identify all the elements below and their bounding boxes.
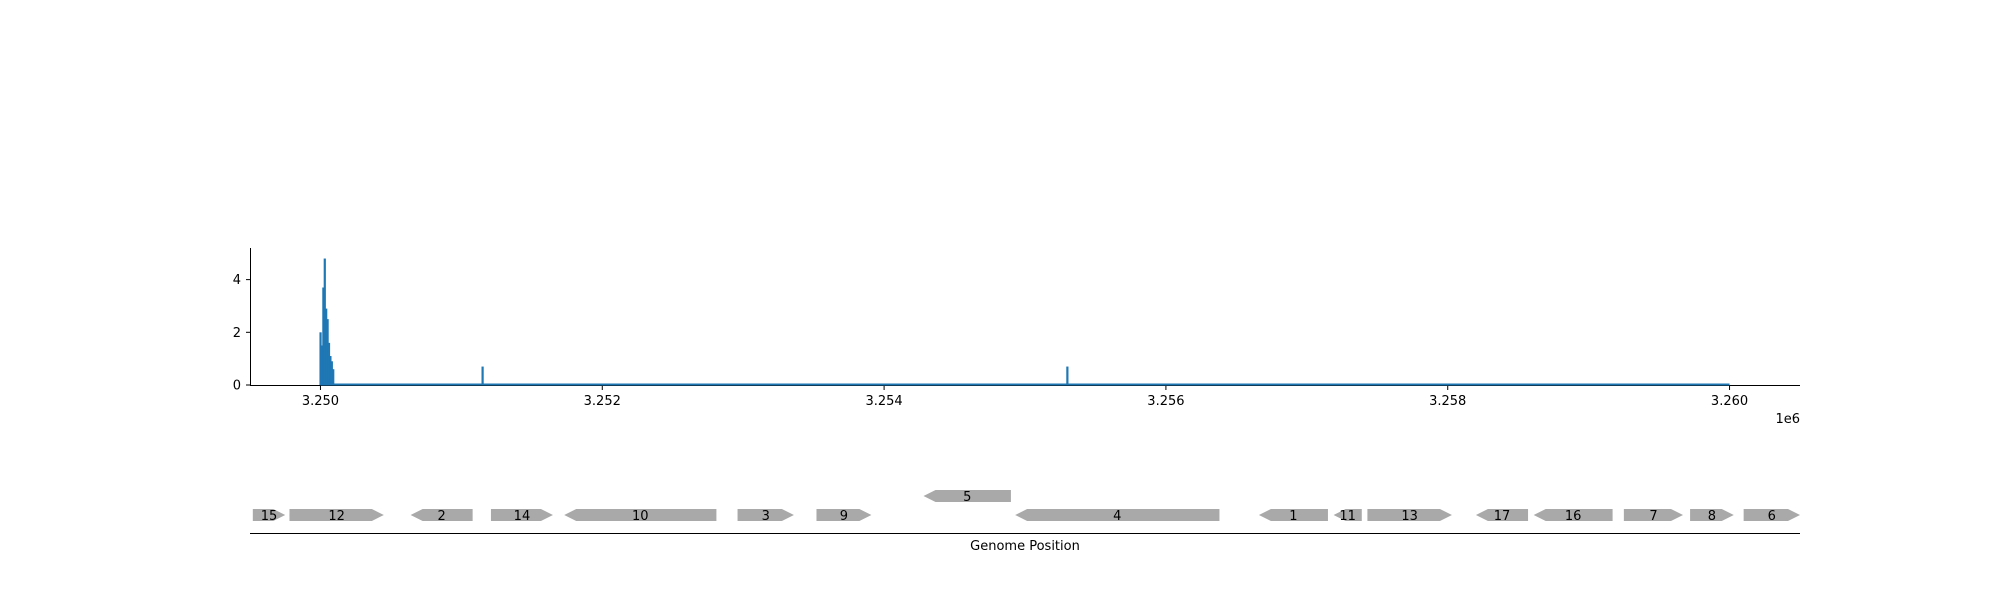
gene-shape	[1333, 509, 1362, 521]
gene-arrow: 15	[252, 509, 286, 524]
gene-shape	[490, 509, 553, 521]
gene-arrows: 15 12 2 14 10 3 954 1 11 13 17 16 7 8 6	[252, 490, 1800, 524]
coverage-bar	[325, 308, 328, 385]
gene-arrow: 11	[1333, 509, 1362, 524]
gene-label: 6	[1768, 509, 1776, 524]
gene-shape	[1743, 509, 1800, 521]
gene-arrow: 13	[1367, 509, 1452, 524]
coverage-bar	[326, 319, 329, 385]
gene-shape	[1015, 509, 1220, 521]
gene-shape	[1623, 509, 1684, 521]
coverage-bar	[1066, 366, 1069, 385]
gene-shape	[816, 509, 872, 521]
gene-label: 5	[963, 490, 971, 505]
coverage-bar	[329, 356, 332, 385]
gene-arrow: 10	[564, 509, 717, 524]
gene-arrow: 5	[923, 490, 1011, 505]
gene-shape	[410, 509, 473, 521]
gene-arrow: 12	[289, 509, 384, 524]
y-tick-label: 4	[233, 273, 241, 288]
gene-arrow: 16	[1533, 509, 1613, 524]
gene-shape	[1690, 509, 1734, 521]
gene-label: 11	[1339, 509, 1356, 524]
coverage-bars	[319, 258, 1730, 386]
gene-shape	[252, 509, 286, 521]
gene-arrow: 4	[1015, 509, 1220, 524]
gene-arrow: 8	[1690, 509, 1734, 524]
gene-label: 12	[328, 509, 345, 524]
gene-label: 15	[261, 509, 278, 524]
gene-arrow: 2	[410, 509, 473, 524]
x-tick-label: 3.258	[1429, 394, 1466, 409]
gene-shape	[737, 509, 794, 521]
gene-arrow: 6	[1743, 509, 1800, 524]
gene-shape	[564, 509, 717, 521]
x-axis-label: Genome Position	[970, 539, 1080, 554]
y-axis-ticks: 0 2 4	[233, 273, 250, 394]
gene-label: 1	[1289, 509, 1297, 524]
x-tick-label: 3.254	[865, 394, 902, 409]
gene-shape	[1533, 509, 1613, 521]
x-axis-ticks: 3.250 3.252 3.254 3.256 3.258 3.260	[302, 386, 1748, 409]
gene-shape	[1258, 509, 1328, 521]
x-tick-label: 3.250	[302, 394, 339, 409]
gene-label: 17	[1494, 509, 1511, 524]
gene-label: 4	[1113, 509, 1121, 524]
gene-label: 16	[1565, 509, 1582, 524]
gene-label: 13	[1401, 509, 1418, 524]
gene-label: 14	[514, 509, 531, 524]
gene-map: 15 12 2 14 10 3 954 1 11 13 17 16 7 8 6 Genome Positio…	[250, 490, 1800, 554]
gene-arrow: 17	[1475, 509, 1529, 524]
gene-shape	[289, 509, 384, 521]
gene-shape	[923, 490, 1011, 502]
gene-arrow: 1	[1258, 509, 1328, 524]
x-tick-label: 3.252	[584, 394, 621, 409]
coverage-bar	[332, 369, 335, 385]
coverage-bar	[320, 345, 324, 385]
x-axis-offset-label: 1e6	[1775, 412, 1800, 427]
y-tick-label: 0	[233, 379, 241, 394]
x-tick-label: 3.260	[1711, 394, 1748, 409]
coverage-bar	[481, 366, 484, 385]
gene-shape	[1475, 509, 1529, 521]
gene-label: 9	[840, 509, 848, 524]
gene-label: 2	[437, 509, 445, 524]
coverage-bar	[327, 342, 331, 385]
coverage-bar	[322, 287, 325, 385]
gene-arrow: 14	[490, 509, 553, 524]
gene-arrow: 3	[737, 509, 794, 524]
coverage-plot: 3.250 3.252 3.254 3.256 3.258 3.260 0 2 4 1e6	[233, 248, 1800, 427]
x-tick-label: 3.256	[1147, 394, 1184, 409]
gene-label: 7	[1649, 509, 1657, 524]
coverage-bar	[323, 258, 326, 385]
coverage-bar	[330, 361, 333, 385]
y-tick-label: 2	[233, 326, 241, 341]
gene-arrow: 7	[1623, 509, 1684, 524]
gene-shape	[1367, 509, 1452, 521]
gene-label: 3	[762, 509, 770, 524]
gene-label: 8	[1708, 509, 1716, 524]
coverage-bar	[319, 332, 322, 385]
gene-arrow: 9	[816, 509, 872, 524]
gene-label: 10	[632, 509, 649, 524]
